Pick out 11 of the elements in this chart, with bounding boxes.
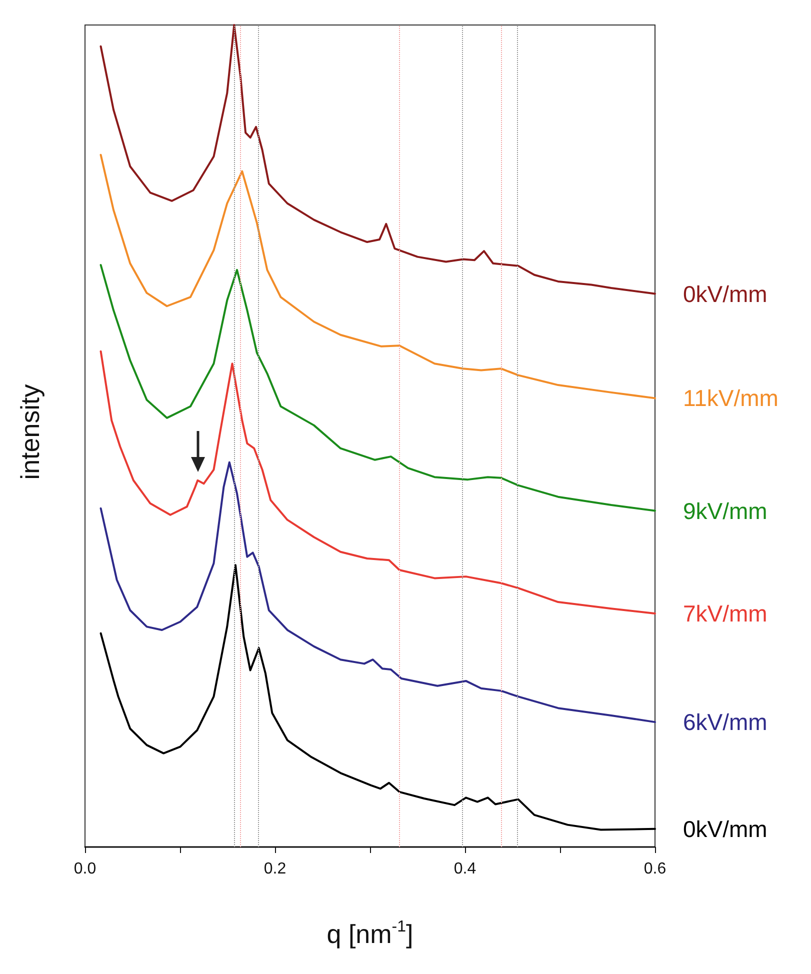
series-label: 6kV/mm [683,709,768,736]
series-label: 0kV/mm [683,280,768,307]
x-tick-label: 0.4 [454,860,476,878]
series-label: 9kV/mm [683,498,768,524]
x-tick-label: 0.0 [74,860,96,878]
series-label: 0kV/mm [683,816,768,842]
series-label: 11kV/mm [683,385,778,412]
y-axis-title: intensity [15,384,45,480]
x-tick-label: 0.6 [644,860,666,878]
series-label: 7kV/mm [683,600,768,627]
x-tick-label: 0.2 [264,860,286,878]
